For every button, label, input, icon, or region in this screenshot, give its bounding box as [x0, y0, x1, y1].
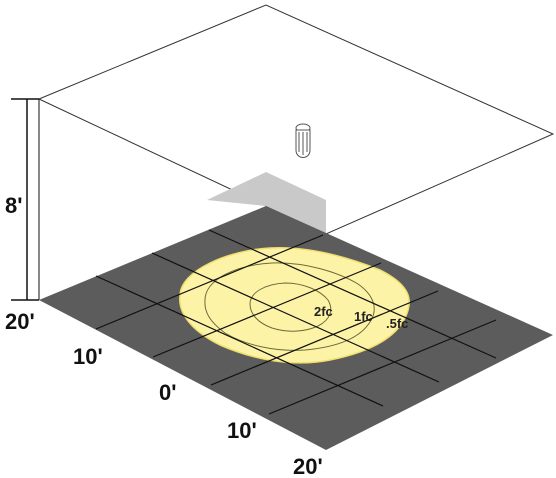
floor-label-left-20: 20' [5, 309, 35, 334]
shadow-wall [207, 172, 326, 234]
contour-2fc [249, 282, 332, 332]
floor-label-left-10: 10' [73, 344, 103, 369]
floor-grid [95, 229, 497, 415]
contour-label-2fc: 2fc [314, 304, 333, 319]
floor-label-center-0: 0' [159, 380, 176, 405]
floor-label-right-20: 20' [293, 454, 323, 478]
contour-1fc [204, 262, 375, 351]
floor-label-right-10: 10' [227, 418, 257, 443]
height-dimension [11, 98, 40, 301]
pendant-light-icon [295, 123, 311, 158]
contour-label-1fc: 1fc [354, 309, 373, 324]
height-label: 8' [5, 193, 22, 218]
contour-label-05fc: .5fc [386, 316, 408, 331]
light-pool [179, 247, 410, 364]
